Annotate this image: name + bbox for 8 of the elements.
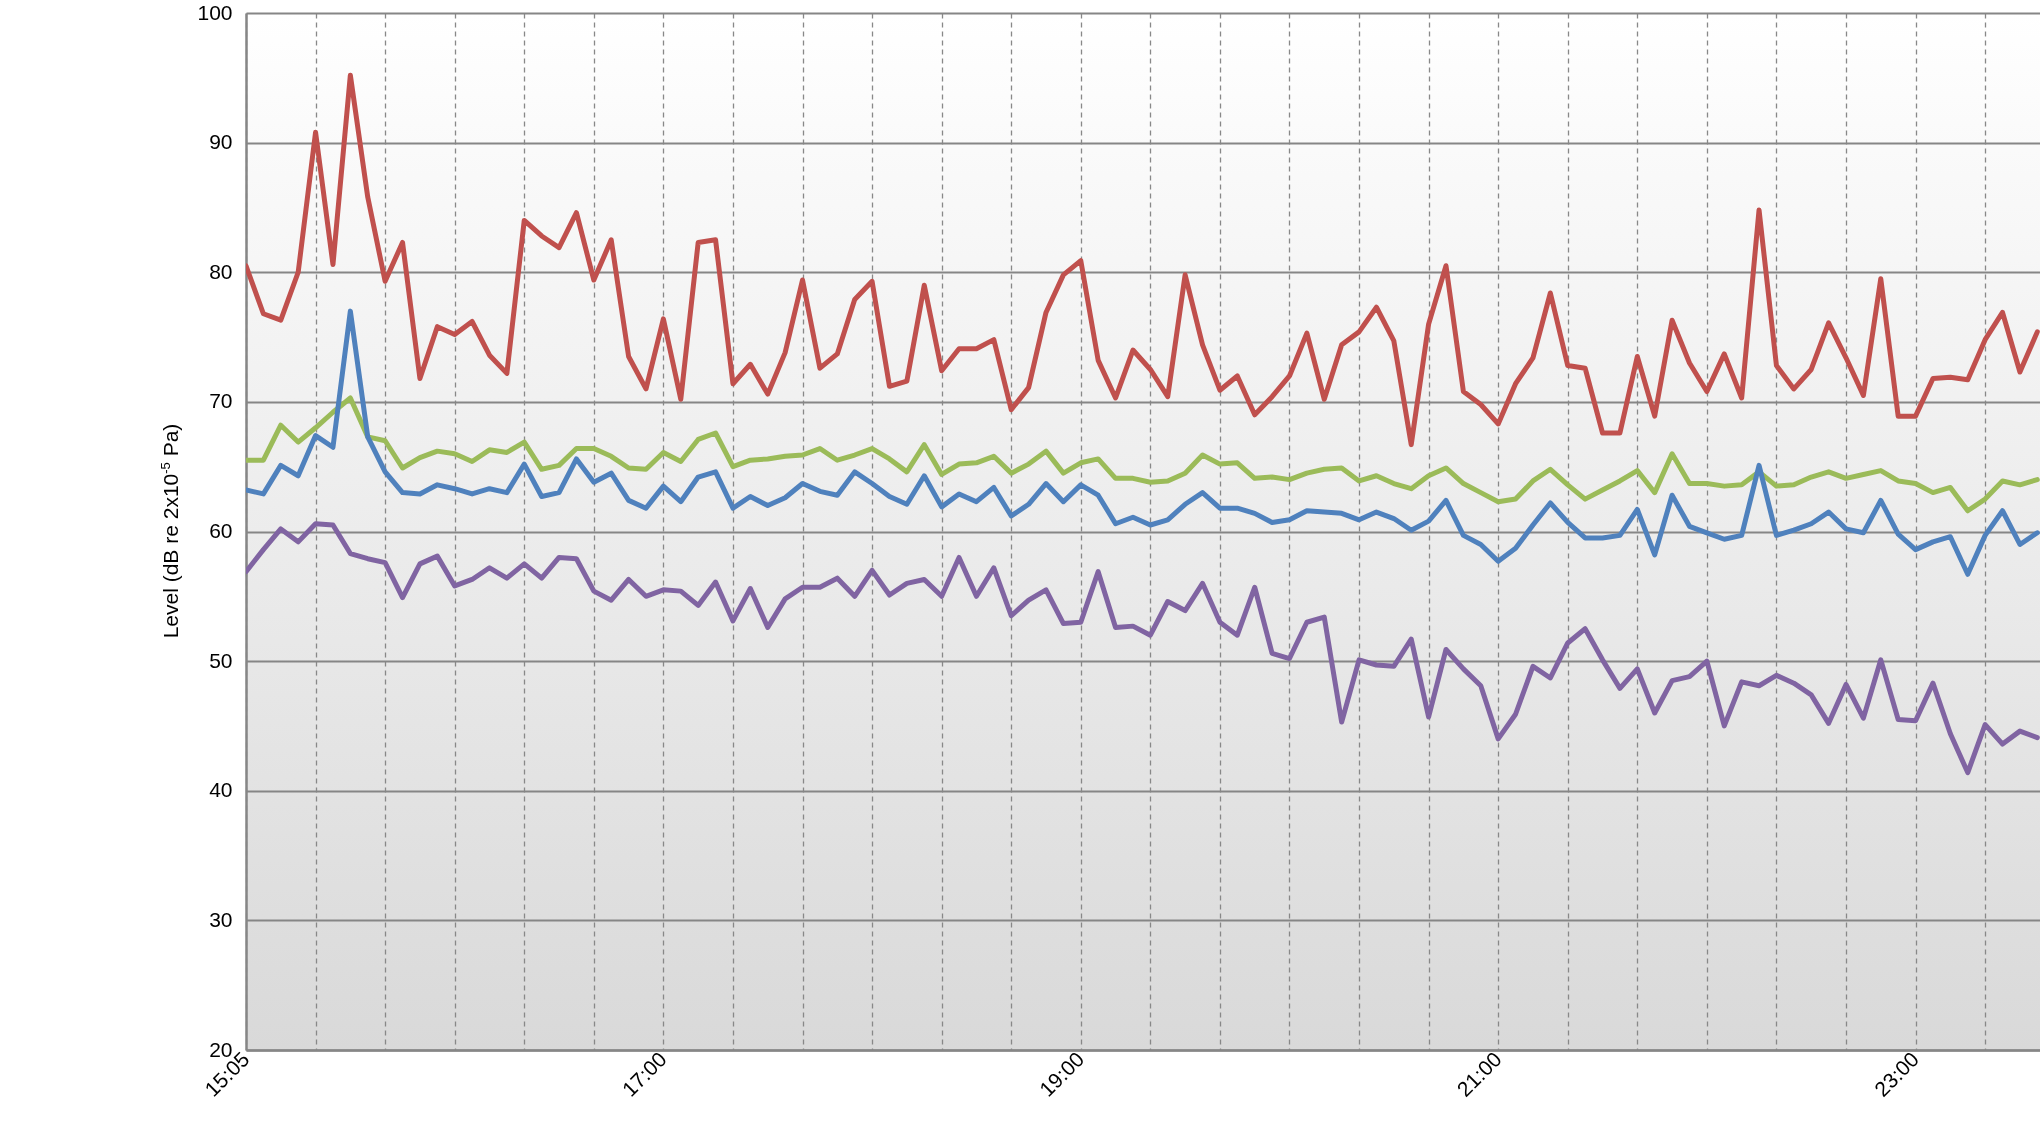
y-tick-label: 80 xyxy=(209,259,233,283)
y-tick-label: 90 xyxy=(209,130,233,154)
y-tick-label: 100 xyxy=(197,0,233,24)
y-tick-label: 70 xyxy=(209,389,233,413)
y-tick-label: 60 xyxy=(209,519,233,542)
y-tick-label: 40 xyxy=(209,778,233,802)
y-tick-label: 30 xyxy=(209,907,233,931)
y-tick-label: 50 xyxy=(209,648,233,672)
